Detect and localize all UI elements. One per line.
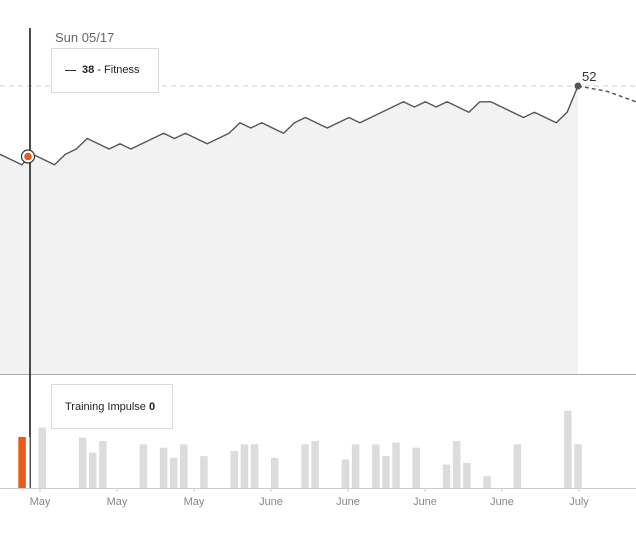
impulse-bar <box>372 444 380 488</box>
impulse-bar <box>159 447 168 488</box>
impulse-tooltip-label: Training Impulse <box>65 401 146 413</box>
impulse-bar <box>271 457 279 488</box>
impulse-bar <box>341 459 350 488</box>
impulse-bar <box>483 476 491 488</box>
impulse-bar <box>442 464 451 488</box>
impulse-bar <box>240 444 249 488</box>
x-tick-label: May <box>30 496 51 508</box>
fitness-tooltip-value: 38 <box>82 64 95 76</box>
fitness-tooltip-label: - Fitness <box>97 64 140 76</box>
x-tick-label: June <box>336 496 360 508</box>
impulse-bar <box>250 444 259 488</box>
impulse-bar <box>463 462 471 488</box>
impulse-bar <box>169 457 178 488</box>
hover-date-label: Sun 05/17 <box>55 30 115 45</box>
impulse-bar <box>564 410 572 488</box>
fitness-line <box>0 85 579 166</box>
impulse-bar <box>180 444 188 488</box>
end-point <box>574 82 582 90</box>
impulse-bar <box>412 447 420 488</box>
impulse-bar <box>139 444 148 488</box>
impulse-bar <box>89 452 97 488</box>
fitness-area <box>0 86 578 374</box>
impulse-bar <box>513 444 522 488</box>
x-tick-label: July <box>569 496 589 508</box>
x-tick-label: May <box>184 496 205 508</box>
end-value-label: 52 <box>582 69 597 84</box>
x-tick-label: June <box>490 496 514 508</box>
impulse-bar <box>351 444 360 488</box>
impulse-tooltip-value: 0 <box>148 401 156 413</box>
impulse-bar <box>301 444 309 488</box>
x-tick-label: May <box>107 496 128 508</box>
impulse-bar <box>382 456 390 488</box>
hover-marker-dot <box>24 152 32 161</box>
impulse-tooltip: Training Impulse 0 <box>51 384 173 429</box>
impulse-bar <box>452 441 461 488</box>
forecast-line <box>577 85 636 103</box>
x-tick-label: June <box>259 496 283 508</box>
impulse-bar <box>230 451 238 488</box>
impulse-bar <box>99 441 107 488</box>
fitness-legend-icon <box>65 69 76 71</box>
impulse-bar <box>311 441 319 488</box>
impulse-bar <box>78 437 87 488</box>
fitness-tooltip: 38 - Fitness <box>51 48 159 93</box>
impulse-bar <box>574 444 582 488</box>
impulse-bar <box>200 456 208 488</box>
impulse-bar <box>392 442 400 488</box>
impulse-bar-highlight <box>18 437 26 488</box>
impulse-bar <box>38 427 46 488</box>
x-tick-label: June <box>413 496 437 508</box>
